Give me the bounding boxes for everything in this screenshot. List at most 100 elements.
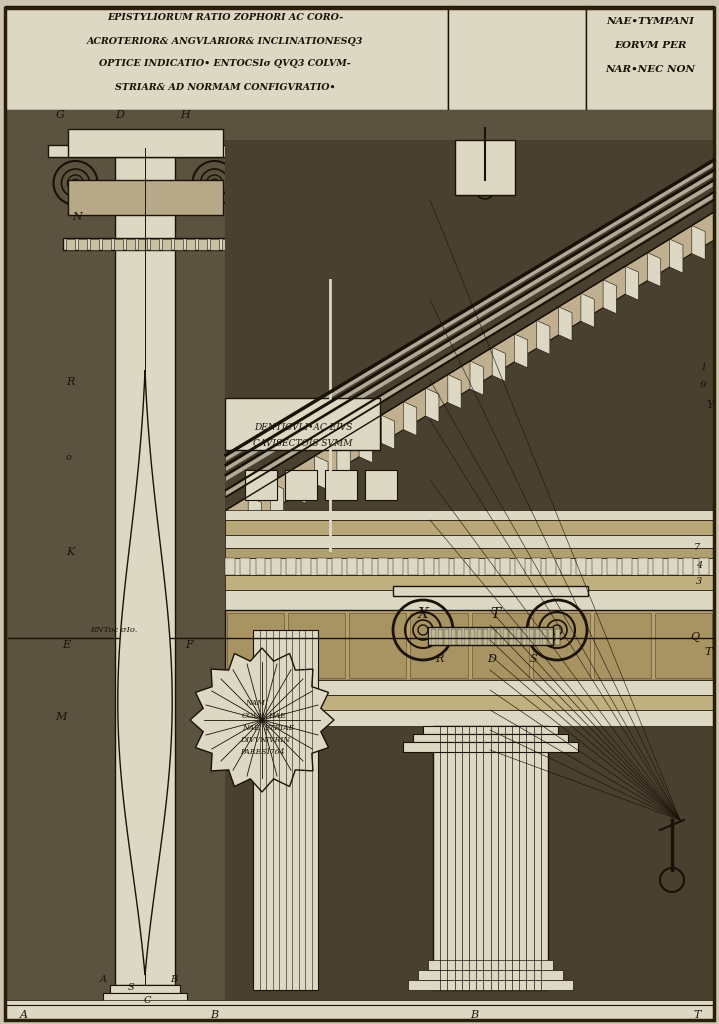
Text: B: B — [170, 975, 177, 984]
Bar — [98, 182, 193, 200]
Text: PARES: PARES — [240, 748, 267, 756]
Bar — [577, 558, 587, 575]
Bar — [377, 558, 388, 575]
Bar — [209, 239, 219, 250]
Bar — [470, 558, 480, 575]
Text: ACROTERIOR& ANGVLARIOR& INCLINATIONESQ3: ACROTERIOR& ANGVLARIOR& INCLINATIONESQ3 — [87, 37, 363, 45]
Text: R: R — [66, 377, 74, 387]
Bar — [516, 558, 526, 575]
Bar — [403, 742, 578, 752]
Polygon shape — [426, 388, 439, 422]
Bar — [63, 238, 227, 250]
Bar — [464, 629, 469, 645]
Text: COLV-: COLV- — [242, 712, 266, 720]
Polygon shape — [493, 347, 505, 382]
Bar — [444, 629, 449, 645]
Polygon shape — [270, 483, 284, 517]
Bar — [594, 613, 651, 678]
Bar — [393, 586, 588, 596]
Bar — [225, 575, 714, 590]
Bar — [332, 558, 342, 575]
Text: 7: 7 — [694, 543, 700, 552]
Text: D: D — [116, 110, 124, 120]
Text: A: A — [20, 1010, 28, 1020]
Bar — [470, 629, 475, 645]
Bar — [533, 613, 590, 678]
Bar — [225, 680, 714, 695]
Polygon shape — [226, 510, 239, 544]
Bar — [554, 629, 559, 645]
Bar — [448, 6, 586, 110]
Bar — [347, 558, 357, 575]
Bar — [531, 558, 541, 575]
Polygon shape — [647, 253, 661, 287]
Text: F: F — [185, 640, 193, 650]
Text: S: S — [128, 983, 134, 992]
Bar — [503, 629, 508, 645]
Polygon shape — [603, 280, 616, 313]
Bar — [114, 239, 122, 250]
Bar — [607, 558, 617, 575]
Text: HAE: HAE — [268, 712, 285, 720]
Bar — [225, 590, 714, 610]
Bar — [423, 726, 558, 734]
Bar — [431, 629, 436, 645]
Polygon shape — [359, 429, 372, 463]
Bar — [699, 558, 709, 575]
Bar — [548, 629, 553, 645]
Polygon shape — [226, 170, 714, 471]
Bar — [225, 610, 714, 680]
Bar — [225, 710, 714, 726]
Polygon shape — [692, 225, 705, 259]
Text: EORVM PER: EORVM PER — [614, 42, 686, 50]
Bar — [225, 558, 714, 575]
Polygon shape — [403, 401, 417, 435]
Bar — [225, 548, 714, 558]
Bar — [546, 558, 556, 575]
Bar — [65, 239, 75, 250]
Bar — [255, 558, 265, 575]
Bar — [535, 629, 540, 645]
Bar — [668, 558, 678, 575]
Bar — [162, 239, 170, 250]
Bar — [286, 558, 296, 575]
Bar — [592, 558, 602, 575]
Bar — [439, 558, 449, 575]
Text: X: X — [418, 607, 429, 621]
Polygon shape — [248, 497, 262, 530]
Bar — [5, 1000, 714, 1020]
Bar — [253, 630, 318, 990]
Bar — [325, 470, 357, 500]
Bar — [509, 629, 514, 645]
Bar — [365, 470, 397, 500]
Bar — [541, 629, 546, 645]
Text: NAM: NAM — [245, 699, 265, 707]
Polygon shape — [337, 442, 350, 476]
Bar — [225, 510, 714, 520]
Bar — [500, 558, 510, 575]
Bar — [362, 558, 372, 575]
Polygon shape — [559, 307, 572, 341]
Text: T: T — [704, 647, 711, 657]
Bar — [225, 695, 714, 710]
Bar — [653, 558, 663, 575]
Bar — [423, 558, 434, 575]
Text: o: o — [66, 453, 72, 462]
Text: ENToc σIo.: ENToc σIo. — [90, 626, 137, 634]
Text: DIVVN: DIVVN — [240, 736, 267, 744]
Bar — [393, 558, 403, 575]
Bar — [349, 613, 406, 678]
Bar — [522, 629, 527, 645]
Bar — [433, 726, 548, 990]
Bar — [586, 6, 714, 110]
Bar — [225, 140, 714, 1020]
Bar — [47, 145, 242, 157]
Bar — [428, 961, 553, 970]
Bar — [245, 470, 277, 500]
Text: S: S — [530, 654, 538, 664]
Bar — [5, 110, 714, 1020]
Polygon shape — [514, 334, 528, 368]
Bar — [225, 535, 714, 548]
Bar — [115, 148, 175, 985]
Text: N: N — [72, 212, 82, 222]
